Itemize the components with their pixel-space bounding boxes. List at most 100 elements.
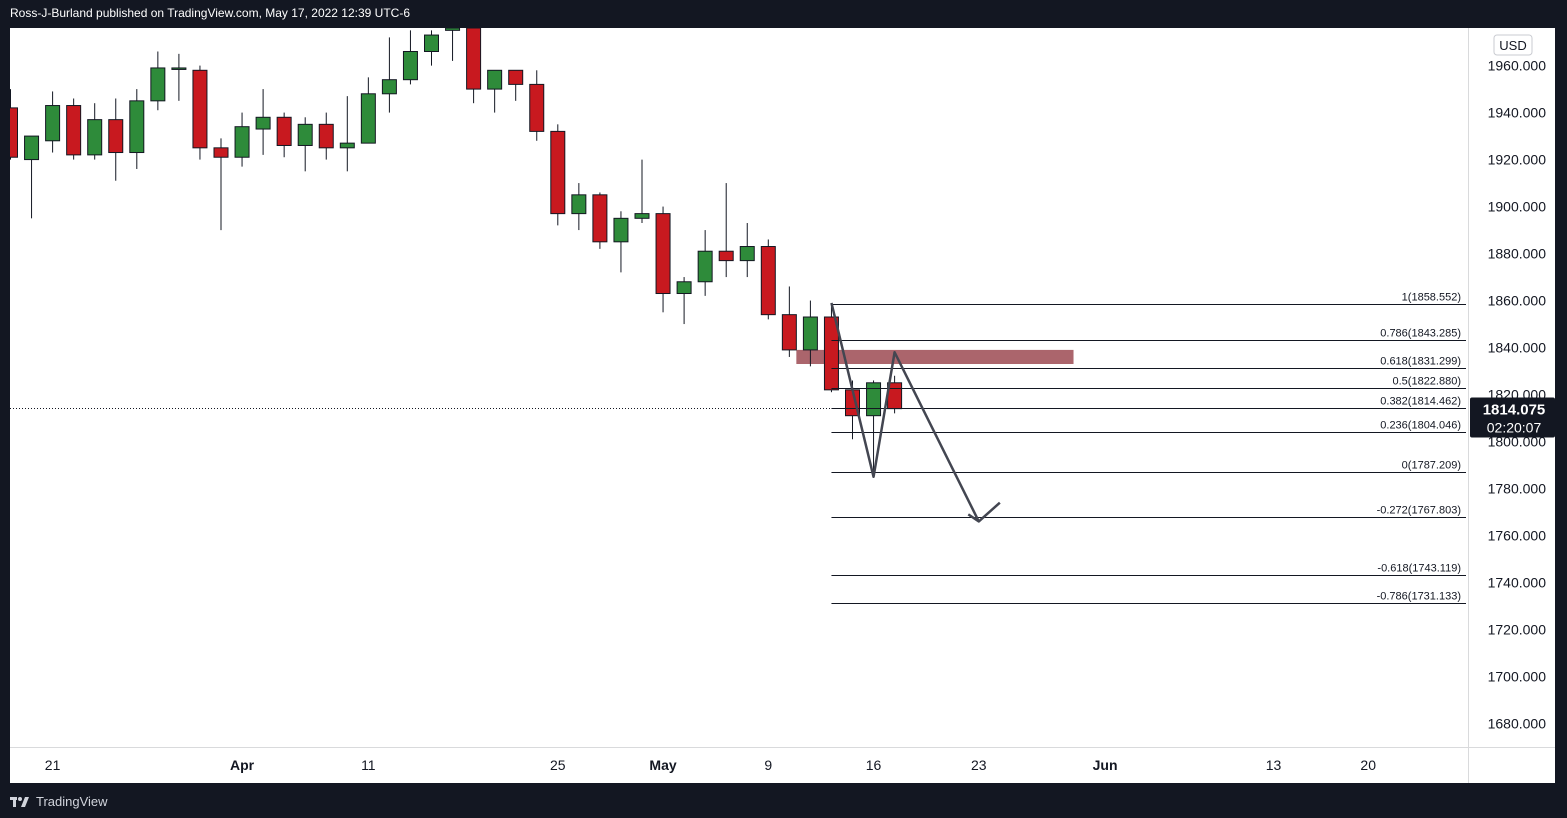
candle[interactable] bbox=[129, 89, 145, 169]
fib-level-label: -0.272(1767.803) bbox=[1377, 505, 1461, 517]
time-tick-label: 20 bbox=[1360, 757, 1376, 773]
price-tick-label: 1900.000 bbox=[1488, 199, 1547, 215]
footer-bar: TradingView bbox=[0, 788, 1567, 818]
candle[interactable] bbox=[297, 117, 313, 172]
publisher-header: Ross-J-Burland published on TradingView.… bbox=[10, 6, 410, 20]
candle-body bbox=[508, 69, 524, 85]
candle-body bbox=[171, 67, 187, 70]
candle-body bbox=[529, 83, 545, 132]
candle[interactable] bbox=[592, 192, 608, 249]
candle[interactable] bbox=[276, 112, 292, 158]
fib-level-label: 0.786(1843.285) bbox=[1380, 328, 1461, 340]
time-tick-label: 16 bbox=[866, 757, 882, 773]
price-tick-label: 1780.000 bbox=[1488, 481, 1547, 497]
candle[interactable] bbox=[823, 305, 839, 393]
time-tick-label: Apr bbox=[230, 757, 255, 773]
candle-body bbox=[592, 194, 608, 243]
candle-body bbox=[24, 135, 40, 161]
candle-body bbox=[234, 126, 250, 158]
candle-body bbox=[213, 147, 229, 158]
candle-body bbox=[255, 116, 271, 130]
currency-label: USD bbox=[1499, 38, 1526, 53]
candle-body bbox=[676, 281, 692, 295]
candle-body bbox=[192, 69, 208, 149]
price-tick-label: 1840.000 bbox=[1488, 340, 1547, 356]
tradingview-logo[interactable]: TradingView bbox=[10, 794, 108, 809]
candle[interactable] bbox=[487, 69, 503, 113]
bar-countdown: 02:20:07 bbox=[1487, 419, 1542, 435]
candle[interactable] bbox=[255, 89, 271, 155]
candle-body bbox=[297, 123, 313, 146]
candle[interactable] bbox=[571, 183, 587, 231]
candle[interactable] bbox=[508, 69, 524, 101]
candle[interactable] bbox=[66, 98, 82, 160]
currency-badge[interactable]: USD bbox=[1493, 34, 1533, 56]
projection-path[interactable] bbox=[830, 302, 980, 522]
candle[interactable] bbox=[87, 103, 103, 160]
candle[interactable] bbox=[866, 380, 882, 473]
candle[interactable] bbox=[529, 70, 545, 141]
fib-level-label: 0(1787.209) bbox=[1402, 460, 1461, 472]
candle[interactable] bbox=[213, 138, 229, 231]
fib-level-label: 0.5(1822.880) bbox=[1393, 376, 1462, 388]
time-tick-label: 13 bbox=[1266, 757, 1282, 773]
candle[interactable] bbox=[676, 277, 692, 325]
candle-body bbox=[402, 50, 418, 81]
price-tick-label: 1680.000 bbox=[1488, 716, 1547, 732]
candle[interactable] bbox=[445, 5, 461, 61]
fib-level-label: 0.382(1814.462) bbox=[1380, 396, 1461, 408]
candle[interactable] bbox=[360, 77, 376, 144]
candle[interactable] bbox=[760, 239, 776, 320]
tradingview-logo-icon bbox=[10, 796, 29, 807]
candle[interactable] bbox=[613, 211, 629, 273]
time-tick-label: 11 bbox=[361, 757, 376, 773]
candle[interactable] bbox=[234, 112, 250, 167]
candle-body bbox=[823, 316, 839, 391]
candle-body bbox=[655, 213, 671, 295]
candle[interactable] bbox=[339, 96, 355, 172]
candle[interactable] bbox=[739, 223, 755, 278]
candle[interactable] bbox=[45, 91, 61, 153]
time-tick-label: 25 bbox=[550, 757, 566, 773]
plot-layer: 1(1858.552) 0.786(1843.285) 0.618(1831.299… bbox=[4, 5, 1468, 604]
candlestick-chart[interactable]: 1(1858.552) 0.786(1843.285) 0.618(1831.299… bbox=[0, 0, 1567, 788]
fib-level-label: 0.618(1831.299) bbox=[1380, 356, 1461, 368]
candle[interactable] bbox=[24, 135, 40, 219]
candle[interactable] bbox=[381, 37, 397, 113]
candle[interactable] bbox=[781, 286, 797, 357]
price-tick-label: 1880.000 bbox=[1488, 246, 1547, 262]
candle[interactable] bbox=[192, 65, 208, 160]
candle[interactable] bbox=[697, 230, 713, 296]
candle[interactable] bbox=[402, 30, 418, 85]
candle-body bbox=[10, 107, 18, 158]
candle[interactable] bbox=[318, 112, 334, 160]
resistance-zone[interactable] bbox=[796, 349, 1074, 365]
fib-level-label: 0.236(1804.046) bbox=[1380, 420, 1461, 432]
time-axis[interactable] bbox=[10, 747, 1468, 783]
candle-body bbox=[276, 116, 292, 146]
candle[interactable] bbox=[150, 51, 166, 111]
candle-body bbox=[571, 194, 587, 215]
candle[interactable] bbox=[424, 30, 439, 66]
candle-body bbox=[487, 69, 503, 90]
price-tick-label: 1940.000 bbox=[1488, 105, 1547, 121]
candle[interactable] bbox=[634, 159, 650, 224]
candle[interactable] bbox=[4, 89, 18, 160]
price-tick-label: 1860.000 bbox=[1488, 293, 1547, 309]
time-tick-label: 23 bbox=[971, 757, 987, 773]
candle-body bbox=[550, 130, 566, 215]
price-axis[interactable] bbox=[1468, 28, 1555, 747]
candle[interactable] bbox=[802, 300, 818, 367]
candle[interactable] bbox=[171, 53, 187, 101]
candle[interactable] bbox=[108, 98, 124, 181]
time-tick-label: 21 bbox=[45, 757, 61, 773]
candle[interactable] bbox=[550, 124, 566, 226]
candle[interactable] bbox=[718, 183, 734, 278]
candle-body bbox=[466, 28, 482, 90]
candle-body bbox=[634, 213, 650, 219]
candle[interactable] bbox=[655, 206, 671, 313]
price-tick-label: 1720.000 bbox=[1488, 622, 1547, 638]
candle[interactable] bbox=[466, 19, 482, 104]
plot-area[interactable] bbox=[10, 28, 1468, 747]
